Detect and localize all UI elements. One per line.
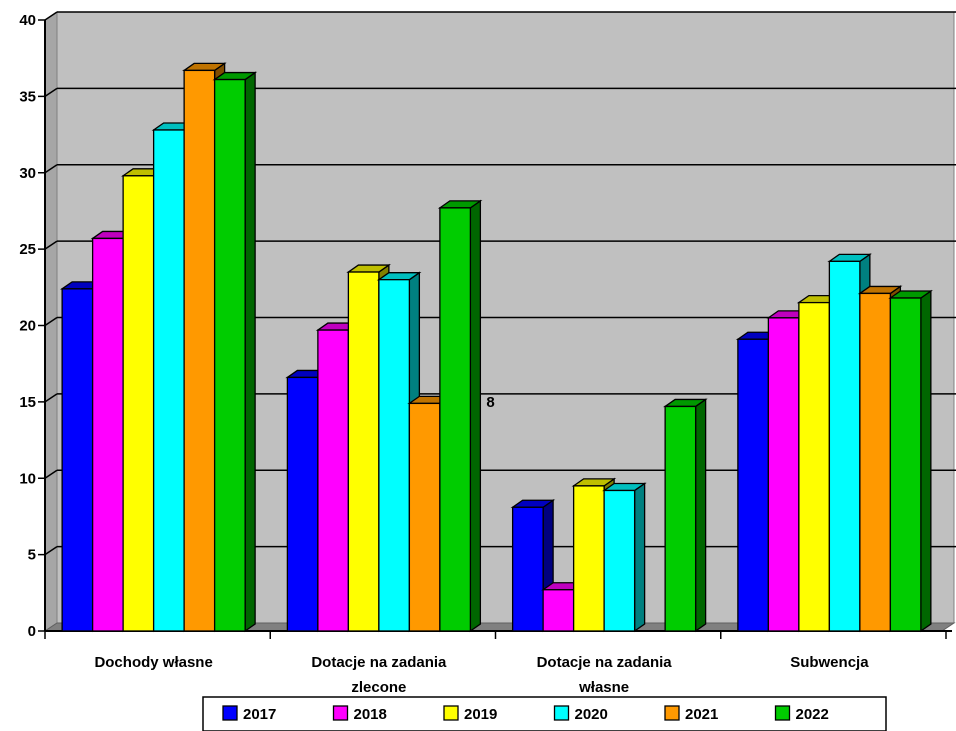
- bar-front: [62, 289, 93, 631]
- bar-front: [154, 130, 185, 631]
- bar-front: [513, 507, 544, 631]
- legend-label: 2022: [796, 706, 829, 723]
- y-tick-label: 5: [28, 547, 36, 564]
- legend-label: 2018: [354, 706, 387, 723]
- legend-swatch: [223, 706, 237, 720]
- annotation-label: 8: [486, 394, 494, 411]
- x-tick-label: Dochody własne: [94, 654, 212, 671]
- x-tick-label: Dotacje na zadania zlecone: [311, 654, 447, 696]
- bar-front: [890, 298, 921, 631]
- legend-item-2021: 2021: [665, 706, 718, 723]
- bar-front: [860, 293, 891, 631]
- legend-swatch: [665, 706, 679, 720]
- bar-2020-3: [604, 483, 645, 631]
- bar-front: [829, 261, 860, 631]
- y-tick-label: 10: [19, 470, 36, 487]
- y-tick-label: 40: [19, 12, 36, 29]
- legend-swatch: [776, 706, 790, 720]
- bar-front: [768, 318, 799, 631]
- legend-item-2019: 2019: [444, 706, 497, 723]
- bar-front: [379, 280, 410, 631]
- x-tick-label: Dotacje na zadania własne: [537, 654, 673, 696]
- bar-front: [287, 377, 318, 631]
- bar-front: [409, 403, 440, 631]
- y-tick-label: 35: [19, 88, 36, 105]
- bar-front: [440, 208, 471, 631]
- legend-label: 2021: [685, 706, 718, 723]
- bar-front: [215, 80, 246, 631]
- legend-label: 2017: [243, 706, 276, 723]
- y-tick-label: 30: [19, 165, 36, 182]
- legend-swatch: [334, 706, 348, 720]
- bar-front: [348, 272, 379, 631]
- bar-side: [921, 291, 931, 631]
- legend-item-2017: 2017: [223, 706, 276, 723]
- bar-front: [184, 70, 215, 631]
- legend: 2017 2018 2019 2020 2021 2022: [203, 697, 886, 731]
- bar-2022-1: [215, 73, 256, 631]
- bar-2022-2: [440, 201, 481, 631]
- legend-item-2018: 2018: [334, 706, 387, 723]
- legend-label: 2019: [464, 706, 497, 723]
- bar-front: [93, 238, 124, 631]
- bar-front: [543, 590, 574, 631]
- bar-front: [604, 490, 635, 631]
- bar-front: [799, 303, 830, 631]
- y-tick-label: 20: [19, 318, 36, 335]
- bar-side: [245, 73, 255, 631]
- bar-front: [123, 176, 154, 631]
- x-tick-label: Subwencja: [790, 654, 869, 671]
- bar-side: [696, 399, 706, 631]
- bar-front: [574, 486, 605, 631]
- legend-item-2022: 2022: [776, 706, 829, 723]
- bar-front: [665, 406, 696, 631]
- y-tick-label: 25: [19, 241, 36, 258]
- bar-2022-4: [890, 291, 931, 631]
- legend-item-2020: 2020: [555, 706, 608, 723]
- legend-swatch: [444, 706, 458, 720]
- legend-label: 2020: [575, 706, 608, 723]
- bar-side: [470, 201, 480, 631]
- bar-front: [318, 330, 349, 631]
- y-tick-label: 15: [19, 394, 36, 411]
- y-tick-label: 0: [28, 623, 36, 640]
- legend-swatch: [555, 706, 569, 720]
- bar-side: [635, 483, 645, 631]
- bar-front: [738, 339, 769, 631]
- bar-2022-3: [665, 399, 706, 631]
